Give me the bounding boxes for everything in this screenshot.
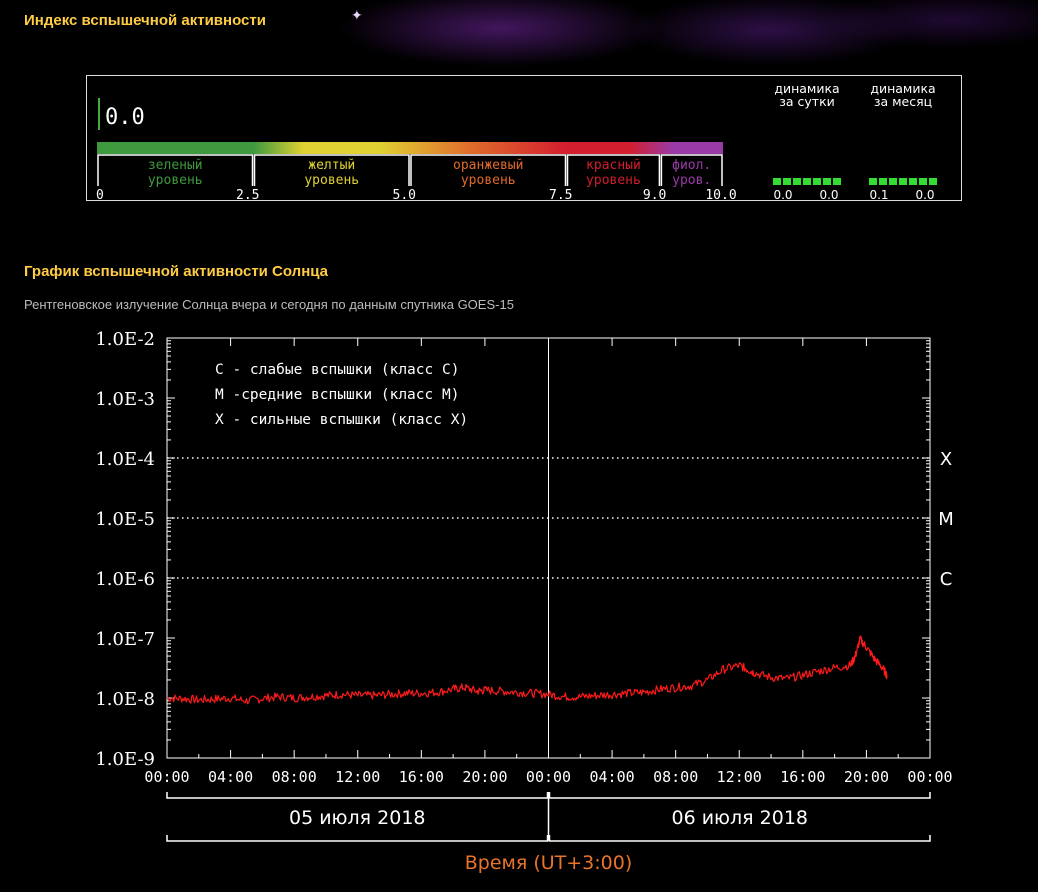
level-bracket-1 [253, 154, 410, 186]
class-label-x: X [940, 449, 952, 470]
scale-tick-0: 0 [96, 188, 104, 202]
date-bracket-bottom-1 [548, 835, 931, 842]
current-index-value: 0.0 [105, 105, 145, 130]
level-label-line2-0: уровень [148, 173, 203, 188]
x-axis-label: Время (UT+3:00) [465, 852, 633, 874]
level-label-line2-3: уровень [586, 173, 641, 188]
nebula-background [300, 0, 1038, 80]
date-bracket-bottom-0 [166, 835, 549, 842]
x-tick-label-3: 12:00 [335, 768, 380, 786]
dynamics-bar-0-6 [833, 178, 841, 185]
xray-flux-chart: 1.0E-2 1.0E-3 1.0E-4 1.0E-5 1.0E-6 1.0E-7 1.0E… [95, 329, 954, 874]
dynamics-label-line1-1: динамика [870, 81, 935, 96]
scale-tick-4: 9.0 [643, 188, 666, 202]
dynamics-bar-1-2 [889, 178, 897, 185]
x-tick-label-11: 20:00 [844, 768, 889, 786]
y-tick-label-5: 1.0E-7 [95, 629, 155, 650]
x-tick-label-10: 16:00 [780, 768, 825, 786]
y-tick-label-6: 1.0E-8 [95, 689, 155, 710]
level-label-line2-4: уров. [672, 173, 711, 188]
dynamics-bar-1-1 [879, 178, 887, 185]
dynamics-label-line2-0: за сутки [779, 94, 835, 109]
x-tick-label-8: 08:00 [653, 768, 698, 786]
page-title: Индекс вспышечной активности [24, 12, 266, 29]
level-label-line1-4: фиол. [672, 158, 711, 173]
x-tick-label-0: 00:00 [144, 768, 189, 786]
star-icon: ✦ [351, 7, 363, 23]
scale-tick-3: 7.5 [549, 188, 572, 202]
x-tick-label-5: 20:00 [462, 768, 507, 786]
level-bracket-0 [97, 154, 254, 186]
dynamics-bar-1-4 [909, 178, 917, 185]
level-bracket-4 [660, 154, 723, 186]
x-tick-label-7: 04:00 [590, 768, 635, 786]
dynamics-bar-0-0 [773, 178, 781, 185]
dynamics-bar-1-0 [869, 178, 877, 185]
scale-tick-2: 5.0 [393, 188, 416, 202]
y-tick-label-1: 1.0E-3 [95, 389, 155, 410]
chart-section-title: График вспышечной активности Солнца [24, 263, 329, 280]
dynamics-bar-1-5 [919, 178, 927, 185]
level-label-line1-3: красный [586, 158, 641, 173]
y-tick-label-0: 1.0E-2 [95, 329, 155, 350]
dynamics-bar-0-3 [803, 178, 811, 185]
x-tick-label-9: 12:00 [717, 768, 762, 786]
dynamics-bar-0-1 [783, 178, 791, 185]
class-label-c: C [940, 569, 953, 590]
legend-entry-2: Х - сильные вспышки (класс Х) [215, 412, 468, 428]
x-tick-label-4: 16:00 [399, 768, 444, 786]
index-color-bar [97, 142, 723, 154]
dynamics-max-0: 0.0 [819, 188, 838, 202]
date-label-1: 06 июля 2018 [671, 807, 808, 829]
y-tick-label-4: 1.0E-6 [95, 569, 155, 590]
level-label-line2-2: уровень [461, 173, 516, 188]
level-label-line1-1: желтый [308, 158, 355, 173]
class-label-m: M [938, 509, 954, 530]
chart-section-subtitle: Рентгеновское излучение Солнца вчера и с… [24, 297, 514, 312]
x-tick-label-6: 00:00 [526, 768, 571, 786]
date-label-0: 05 июля 2018 [289, 807, 426, 829]
level-bracket-2 [410, 154, 567, 186]
level-label-line1-2: оранжевый [453, 158, 523, 173]
legend-entry-1: М -средние вспышки (класс М) [215, 387, 459, 403]
scale-tick-5: 10.0 [705, 188, 736, 202]
flare-index-panel: 0.0 зеленый уровень желтый уровень оранжевый у… [86, 75, 962, 202]
y-tick-label-2: 1.0E-4 [95, 449, 155, 470]
dynamics-min-0: 0.0 [773, 188, 792, 202]
level-label-line1-0: зеленый [148, 158, 203, 173]
level-label-line2-1: уровень [304, 173, 359, 188]
x-tick-label-1: 04:00 [208, 768, 253, 786]
dynamics-bar-0-4 [813, 178, 821, 185]
dynamics-bar-1-6 [929, 178, 937, 185]
dynamics-max-1: 0.0 [915, 188, 934, 202]
level-bracket-3 [566, 154, 661, 186]
dynamics-label-line1-0: динамика [774, 81, 839, 96]
dynamics-bar-0-2 [793, 178, 801, 185]
dynamics-bar-0-5 [823, 178, 831, 185]
y-tick-label-7: 1.0E-9 [95, 749, 155, 770]
date-bracket-top-0 [166, 792, 549, 799]
dynamics-bar-1-3 [899, 178, 907, 185]
date-bracket-top-1 [548, 792, 931, 799]
y-tick-label-3: 1.0E-5 [95, 509, 155, 530]
x-tick-label-2: 08:00 [272, 768, 317, 786]
dynamics-min-1: 0.1 [869, 188, 888, 202]
xray-flux-series-line [166, 635, 888, 705]
x-tick-label-12: 00:00 [907, 768, 952, 786]
dynamics-label-line2-1: за месяц [874, 94, 932, 109]
flare-index-scale: 0.0зеленыйуровеньжелтыйуровеньоранжевыйу… [96, 81, 937, 202]
legend-entry-0: С - слабые вспышки (класс С) [215, 362, 459, 378]
scale-tick-1: 2.5 [236, 188, 259, 202]
